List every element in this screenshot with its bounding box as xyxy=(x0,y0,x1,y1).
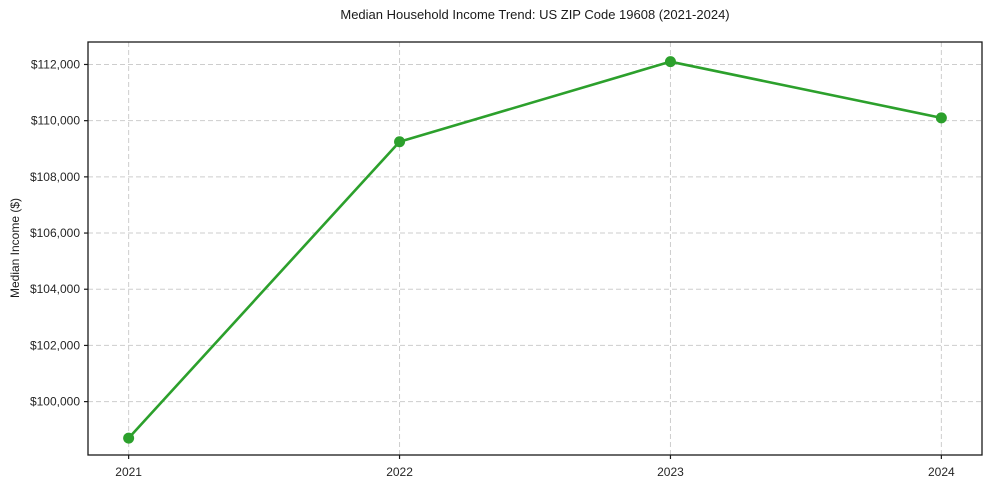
data-point-marker xyxy=(123,432,135,444)
y-tick-label: $108,000 xyxy=(30,170,80,184)
x-tick-label: 2023 xyxy=(657,465,684,479)
data-point-marker xyxy=(664,56,676,68)
plot-border xyxy=(87,41,983,456)
data-point-marker xyxy=(935,112,947,124)
y-tick-label: $112,000 xyxy=(31,57,80,71)
y-tick-label: $106,000 xyxy=(30,226,80,240)
x-tick-label: 2022 xyxy=(386,465,413,479)
x-tick-label: 2021 xyxy=(115,465,142,479)
trend-line xyxy=(127,60,943,440)
chart-title: Median Household Income Trend: US ZIP Co… xyxy=(340,7,730,22)
x-tick-label: 2024 xyxy=(928,465,955,479)
y-tick-label: $104,000 xyxy=(30,282,80,296)
y-tick-label: $100,000 xyxy=(30,395,80,409)
y-tick-label: $110,000 xyxy=(31,114,80,128)
y-tick-label: $102,000 xyxy=(30,338,80,352)
plot-area xyxy=(88,42,982,455)
data-point-marker xyxy=(394,136,406,148)
